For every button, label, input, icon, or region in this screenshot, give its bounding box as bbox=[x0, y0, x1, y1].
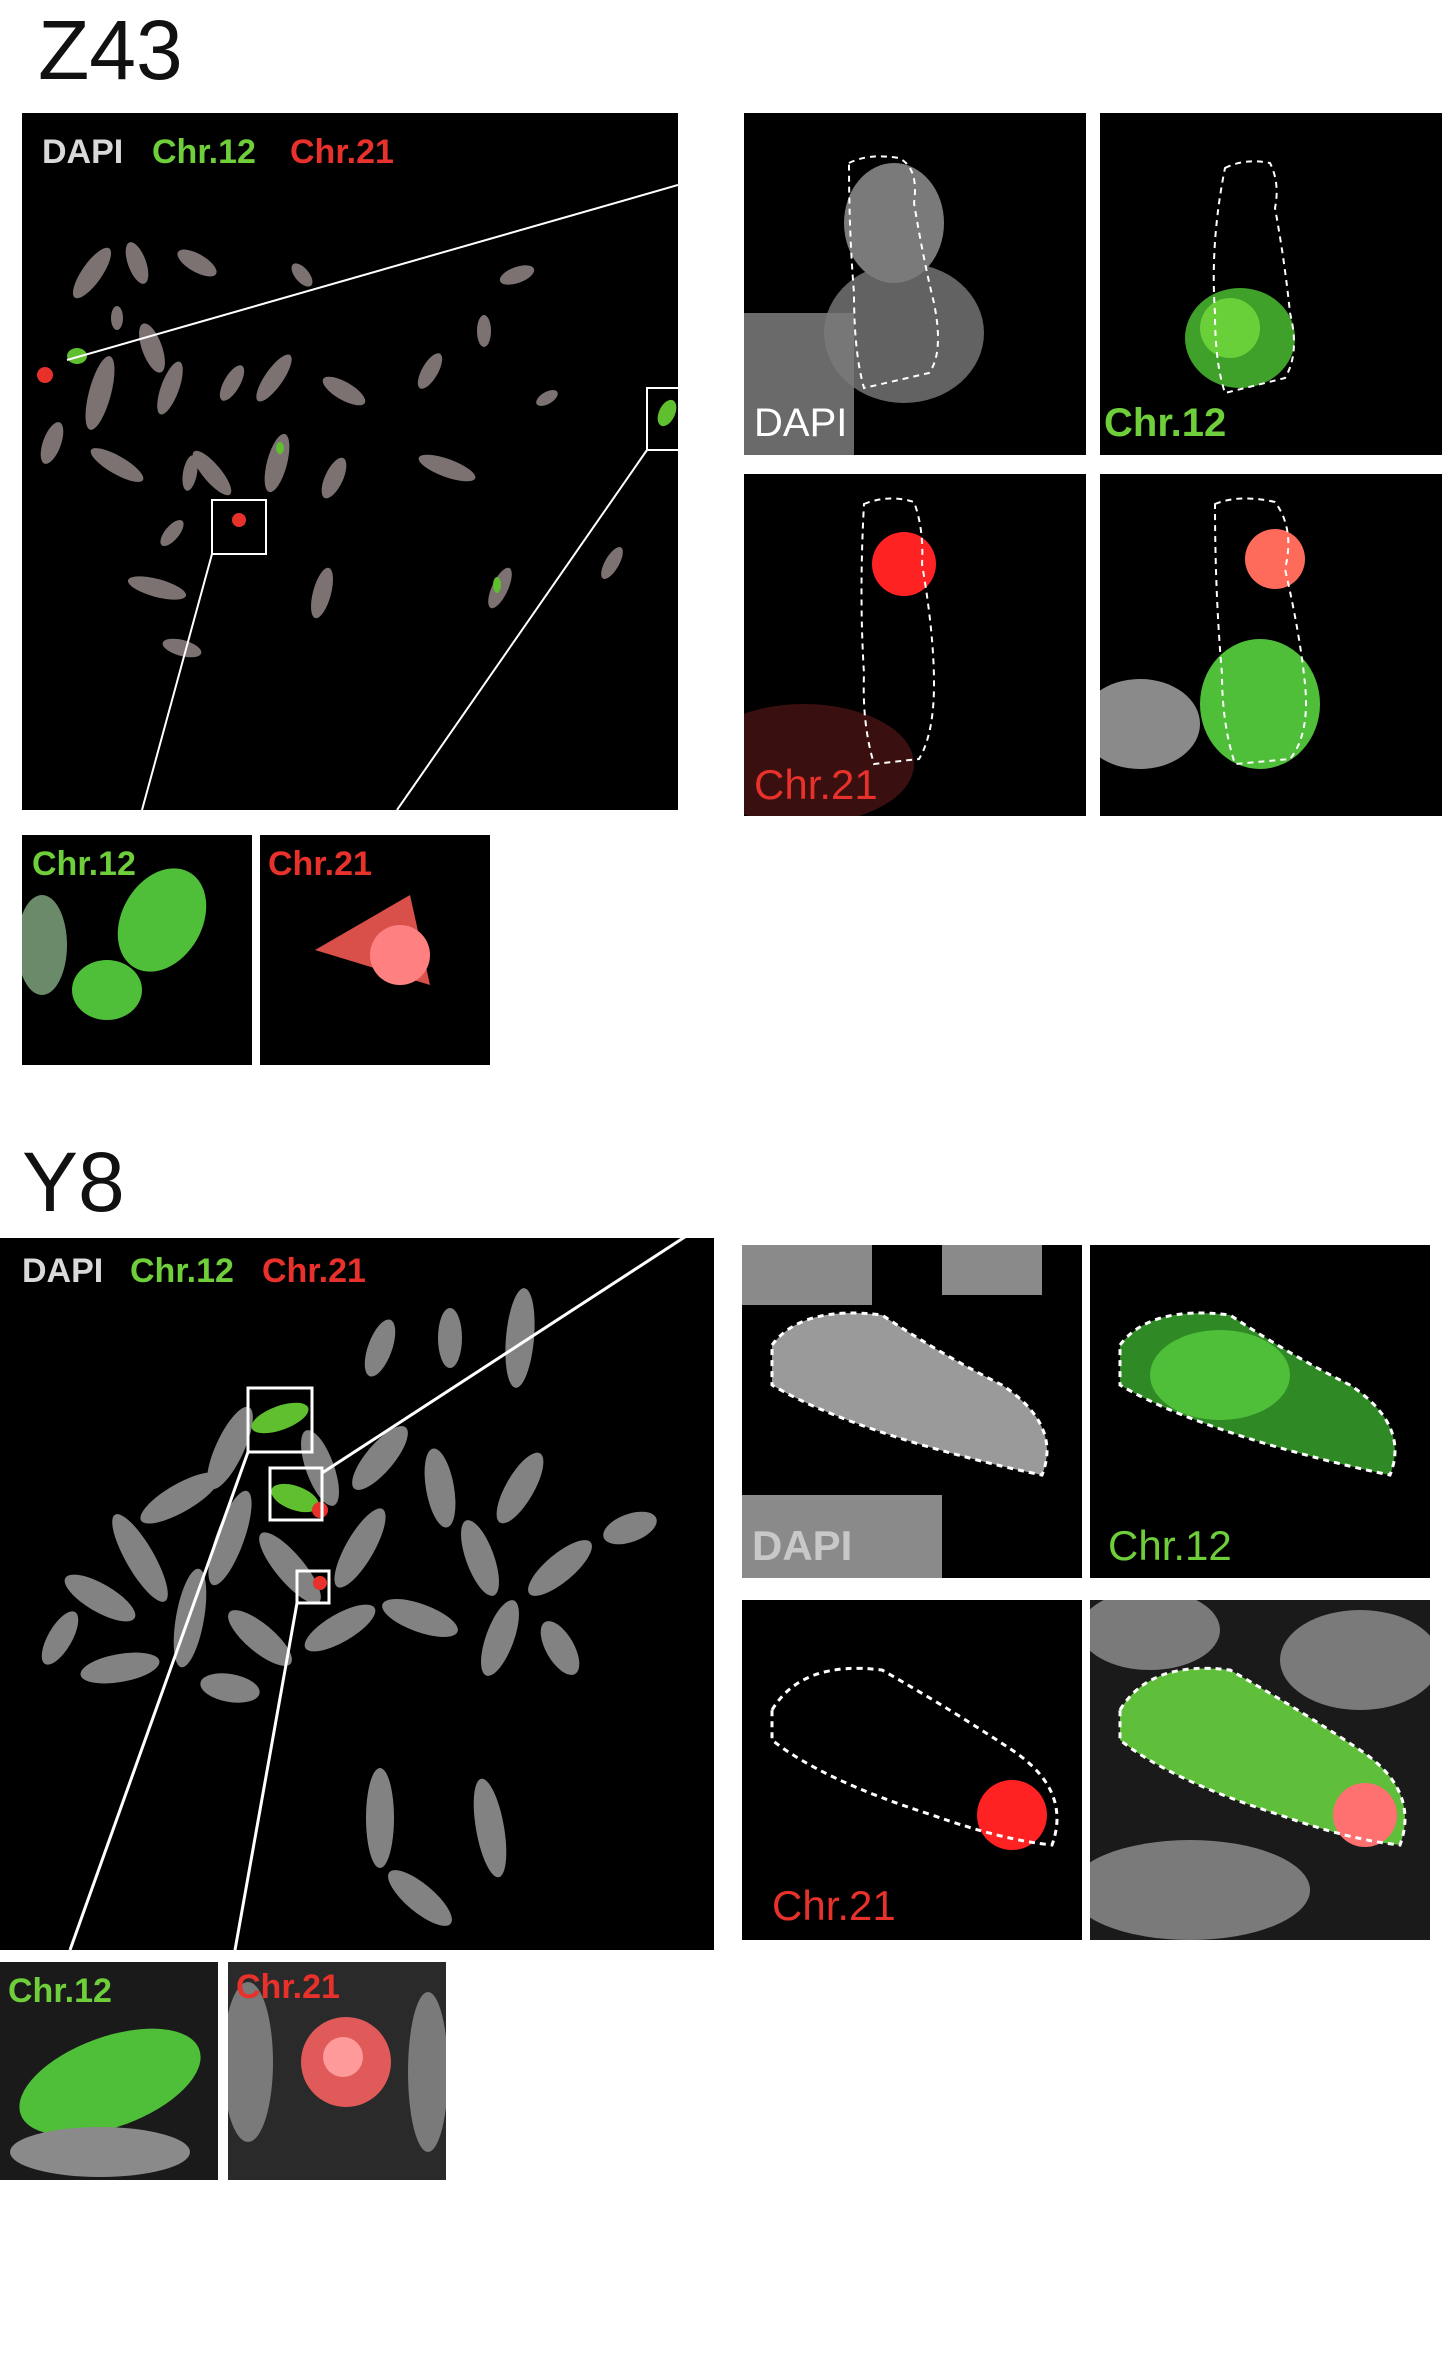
z43-inset-chr21: Chr.21 bbox=[260, 835, 490, 1065]
y8-legend-chr21: Chr.21 bbox=[262, 1254, 366, 1288]
y8-zoom-dapi: DAPI bbox=[742, 1245, 1082, 1578]
z43-zoom-dapi: DAPI bbox=[744, 113, 1086, 455]
legend-chr12: Chr.12 bbox=[152, 135, 256, 169]
zoom-label-dapi: DAPI bbox=[754, 403, 847, 443]
y8-metaphase-overview: DAPI Chr.12 Chr.21 bbox=[0, 1238, 714, 1950]
z43-zoom-merge-image bbox=[1100, 474, 1442, 816]
legend-chr21: Chr.21 bbox=[290, 135, 394, 169]
y8-zoom-label-chr21: Chr.21 bbox=[772, 1885, 896, 1927]
y8-inset-label-chr12: Chr.12 bbox=[8, 1974, 112, 2008]
z43-inset-chr12: Chr.12 bbox=[22, 835, 252, 1065]
inset-label-chr21: Chr.21 bbox=[268, 847, 372, 881]
z43-overview-chromosomes bbox=[22, 113, 678, 810]
z43-zoom-chr21: Chr.21 bbox=[744, 474, 1086, 816]
z43-zoom-chr12: Chr.12 bbox=[1100, 113, 1442, 455]
y8-zoom-chr21: Chr.21 bbox=[742, 1600, 1082, 1940]
y8-inset-label-chr21: Chr.21 bbox=[236, 1970, 340, 2004]
y8-inset-chr21: Chr.21 bbox=[228, 1962, 446, 2180]
zoom-label-chr12: Chr.12 bbox=[1104, 403, 1226, 443]
y8-zoom-label-chr12: Chr.12 bbox=[1108, 1525, 1232, 1567]
y8-overview-chromosomes bbox=[0, 1238, 714, 1950]
legend-dapi: DAPI bbox=[42, 135, 123, 169]
zoom-label-chr21: Chr.21 bbox=[754, 764, 878, 806]
z43-metaphase-overview: DAPI Chr.12 Chr.21 bbox=[22, 113, 678, 810]
z43-zoom-merge bbox=[1100, 474, 1442, 816]
y8-zoom-chr12: Chr.12 bbox=[1090, 1245, 1430, 1578]
y8-zoom-merge bbox=[1090, 1600, 1430, 1940]
y8-zoom-merge-image bbox=[1090, 1600, 1430, 1940]
inset-label-chr12: Chr.12 bbox=[32, 847, 136, 881]
y8-zoom-label-dapi: DAPI bbox=[752, 1525, 852, 1567]
y8-inset-chr12: Chr.12 bbox=[0, 1962, 218, 2180]
panel-title-y8: Y8 bbox=[22, 1140, 125, 1224]
y8-legend-chr12: Chr.12 bbox=[130, 1254, 234, 1288]
y8-legend-dapi: DAPI bbox=[22, 1254, 103, 1288]
panel-title-z43: Z43 bbox=[38, 8, 183, 92]
